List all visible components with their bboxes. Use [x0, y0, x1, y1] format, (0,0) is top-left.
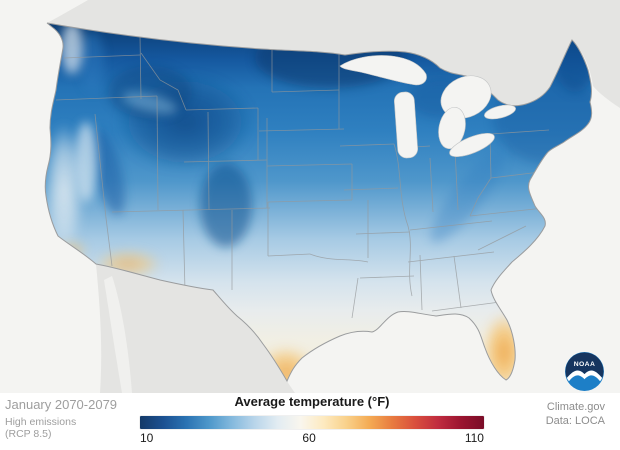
colorbar-gradient [140, 416, 484, 429]
noaa-logo: NOAA [564, 351, 605, 392]
credit-source: Climate.gov [546, 401, 605, 413]
colorbar-tick-min: 10 [140, 431, 154, 445]
lake-huron-south [438, 106, 466, 150]
gulf-of-california [104, 276, 132, 393]
colorbar-tick-mid: 60 [302, 431, 316, 445]
period-label: January 2070-2079 [5, 397, 118, 412]
noaa-logo-bird [566, 370, 603, 382]
nova-scotia [598, 68, 620, 92]
scenario-detail-label: (RCP 8.5) [5, 428, 52, 440]
footer: January 2070-2079 High emissions (RCP 8.… [0, 393, 620, 450]
state-borders [55, 35, 550, 319]
colorbar-ticks: 10 60 110 [140, 431, 484, 445]
map-metadata: January 2070-2079 High emissions (RCP 8.… [5, 397, 118, 440]
noaa-logo-sky [565, 352, 604, 378]
lake-michigan [394, 91, 418, 159]
credits: Climate.gov Data: LOCA [546, 400, 605, 429]
lake-ontario [484, 104, 516, 120]
colorbar-tick-max: 110 [464, 431, 484, 445]
mexico-landmass [96, 264, 295, 393]
lake-superior [339, 55, 427, 86]
colorbar: Average temperature (°F) 10 60 110 [140, 394, 484, 445]
scenario-label: High emissions [5, 415, 77, 428]
us-temperature-map [0, 0, 620, 393]
vancouver-island [92, 0, 144, 26]
lake-erie [449, 133, 495, 157]
great-lakes [339, 55, 516, 159]
colorbar-title: Average temperature (°F) [234, 394, 390, 409]
credit-data: Data: LOCA [545, 415, 605, 428]
noaa-logo-text: NOAA [574, 361, 596, 368]
us-outline [44, 22, 593, 383]
